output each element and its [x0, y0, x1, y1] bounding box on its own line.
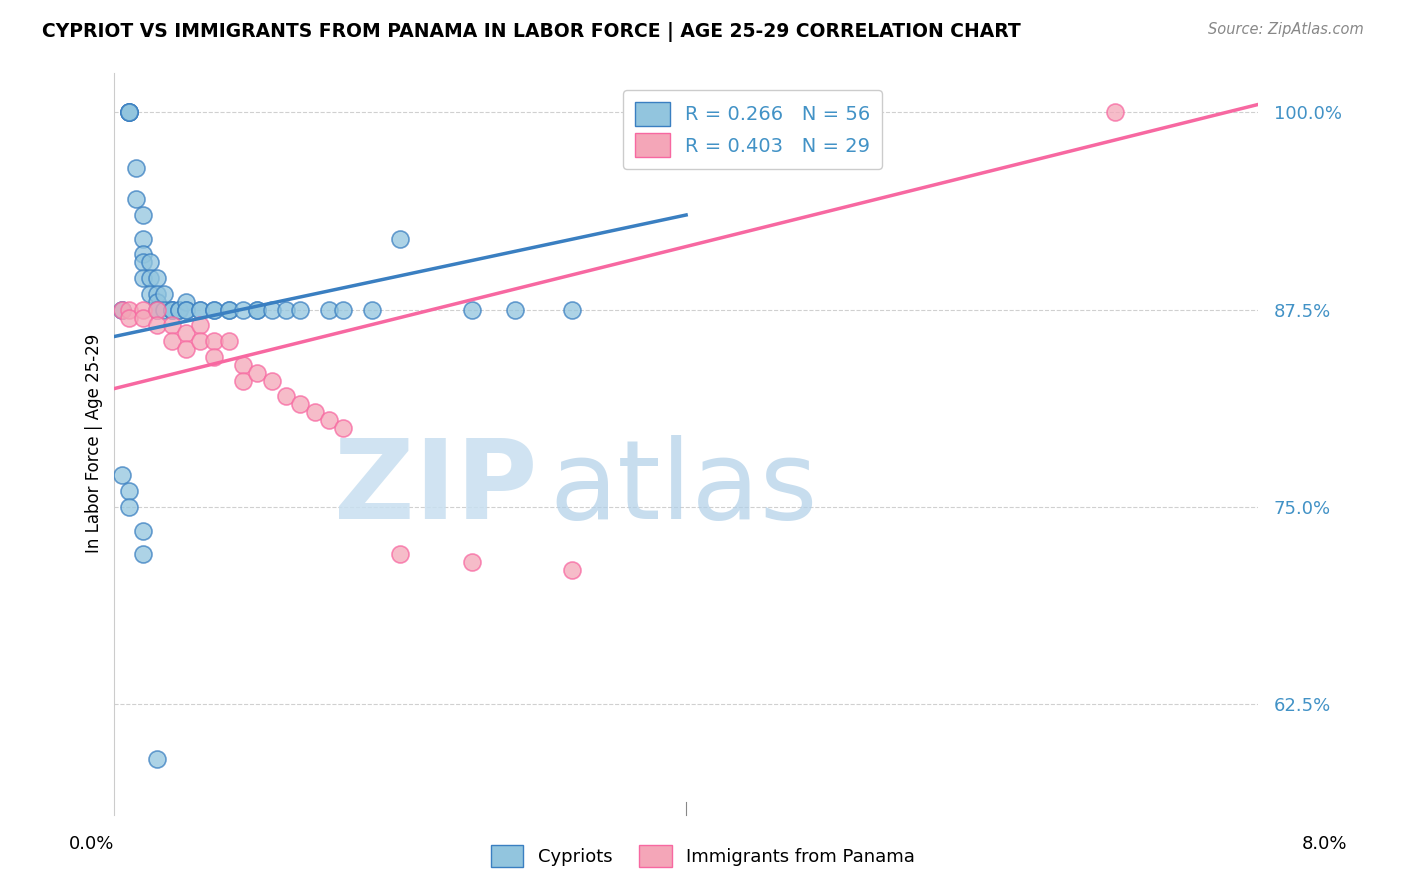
Point: [146, 302, 169, 317]
Point: [132, 524, 155, 538]
Point: [461, 302, 484, 317]
Point: [389, 232, 412, 246]
Point: [132, 302, 155, 317]
Point: [118, 302, 141, 317]
Point: [260, 302, 283, 317]
Point: [160, 302, 183, 317]
Point: [218, 334, 240, 349]
Point: [174, 326, 197, 341]
Point: [132, 310, 155, 325]
Point: [188, 302, 211, 317]
Y-axis label: In Labor Force | Age 25-29: In Labor Force | Age 25-29: [86, 334, 103, 553]
Point: [118, 310, 141, 325]
Point: [132, 247, 155, 261]
Point: [318, 302, 340, 317]
Point: [160, 302, 183, 317]
Point: [174, 302, 197, 317]
Point: [146, 302, 169, 317]
Text: atlas: atlas: [548, 434, 817, 541]
Point: [146, 318, 169, 333]
Point: [153, 286, 176, 301]
Point: [1104, 105, 1126, 120]
Point: [204, 350, 226, 364]
Point: [146, 302, 169, 317]
Point: [246, 366, 269, 380]
Point: [503, 302, 526, 317]
Point: [290, 302, 312, 317]
Point: [204, 334, 226, 349]
Text: CYPRIOT VS IMMIGRANTS FROM PANAMA IN LABOR FORCE | AGE 25-29 CORRELATION CHART: CYPRIOT VS IMMIGRANTS FROM PANAMA IN LAB…: [42, 22, 1021, 42]
Point: [232, 302, 254, 317]
Point: [139, 286, 162, 301]
Point: [561, 563, 583, 577]
Point: [118, 484, 141, 499]
Point: [174, 302, 197, 317]
Point: [318, 413, 340, 427]
Point: [118, 105, 141, 120]
Point: [132, 232, 155, 246]
Point: [132, 255, 155, 269]
Point: [139, 255, 162, 269]
Point: [153, 302, 176, 317]
Point: [188, 334, 211, 349]
Point: [132, 208, 155, 222]
Point: [118, 105, 141, 120]
Text: 8.0%: 8.0%: [1302, 835, 1347, 853]
Point: [146, 752, 169, 766]
Legend: R = 0.266   N = 56, R = 0.403   N = 29: R = 0.266 N = 56, R = 0.403 N = 29: [623, 90, 882, 169]
Point: [110, 302, 132, 317]
Point: [260, 374, 283, 388]
Text: Source: ZipAtlas.com: Source: ZipAtlas.com: [1208, 22, 1364, 37]
Point: [160, 334, 183, 349]
Point: [110, 468, 132, 483]
Point: [332, 421, 354, 435]
Point: [332, 302, 354, 317]
Point: [218, 302, 240, 317]
Text: 0.0%: 0.0%: [69, 835, 114, 853]
Point: [110, 302, 132, 317]
Point: [125, 192, 148, 206]
Point: [110, 302, 132, 317]
Point: [118, 105, 141, 120]
Point: [274, 389, 297, 403]
Point: [160, 318, 183, 333]
Text: ZIP: ZIP: [335, 434, 537, 541]
Point: [132, 271, 155, 285]
Point: [204, 302, 226, 317]
Point: [188, 302, 211, 317]
Point: [146, 271, 169, 285]
Point: [118, 500, 141, 514]
Point: [146, 294, 169, 309]
Point: [125, 161, 148, 175]
Point: [204, 302, 226, 317]
Point: [561, 302, 583, 317]
Point: [461, 555, 484, 569]
Point: [218, 302, 240, 317]
Point: [160, 302, 183, 317]
Point: [360, 302, 382, 317]
Point: [118, 105, 141, 120]
Point: [246, 302, 269, 317]
Point: [167, 302, 190, 317]
Point: [132, 547, 155, 561]
Point: [304, 405, 326, 419]
Point: [188, 318, 211, 333]
Point: [139, 271, 162, 285]
Point: [290, 397, 312, 411]
Point: [174, 342, 197, 356]
Point: [389, 547, 412, 561]
Point: [174, 294, 197, 309]
Point: [274, 302, 297, 317]
Point: [232, 374, 254, 388]
Point: [146, 286, 169, 301]
Point: [167, 302, 190, 317]
Point: [246, 302, 269, 317]
Legend: Cypriots, Immigrants from Panama: Cypriots, Immigrants from Panama: [484, 838, 922, 874]
Point: [232, 358, 254, 372]
